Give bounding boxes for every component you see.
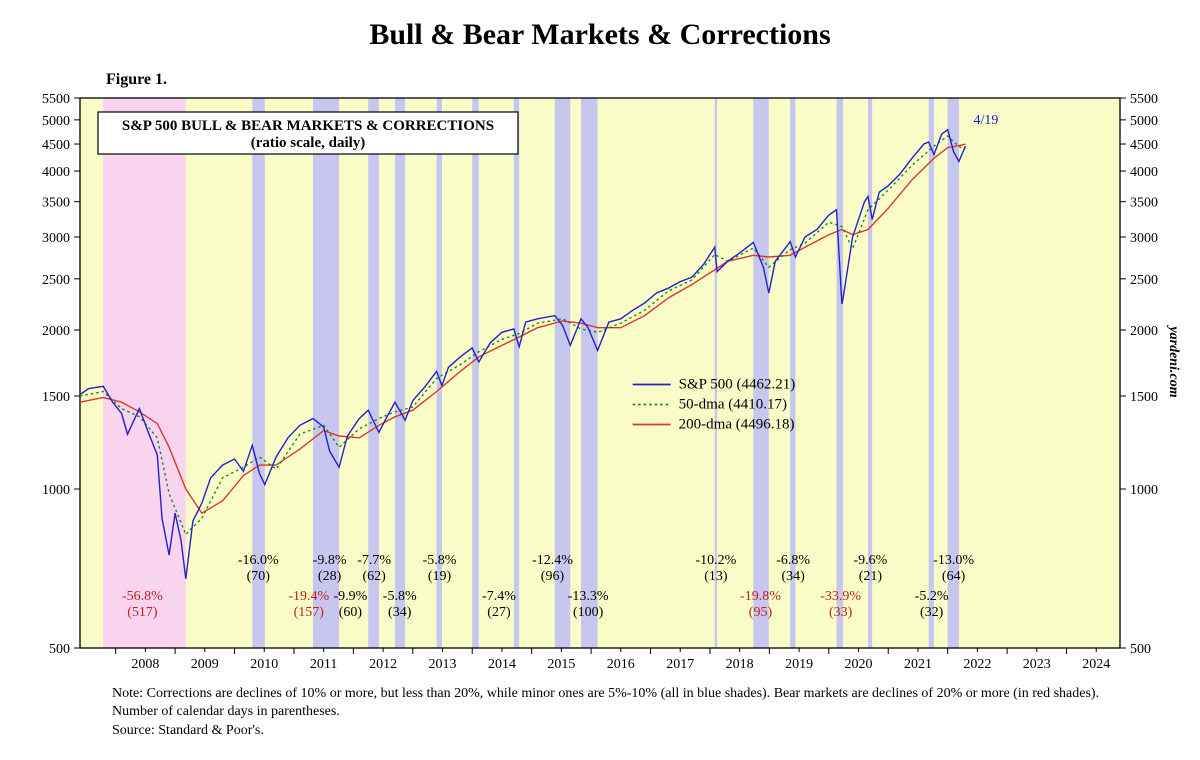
y-tick-label-right: 2500 xyxy=(1130,273,1158,288)
x-tick-label: 2017 xyxy=(666,657,694,672)
correction-annot-days: (21) xyxy=(859,569,883,584)
correction-annot-days: (70) xyxy=(247,569,271,584)
x-tick-label: 2013 xyxy=(429,657,457,672)
correction-band xyxy=(514,98,519,648)
x-tick-label: 2024 xyxy=(1082,657,1110,672)
x-tick-label: 2019 xyxy=(785,657,813,672)
page-title: Bull & Bear Markets & Corrections xyxy=(0,18,1200,52)
x-tick-label: 2012 xyxy=(369,657,397,672)
correction-annot-days: (13) xyxy=(704,569,728,584)
figure-label: Figure 1. xyxy=(106,71,167,89)
correction-annot-days: (64) xyxy=(942,569,966,584)
correction-annot-days: (60) xyxy=(339,605,363,620)
x-tick-label: 2016 xyxy=(607,657,635,672)
correction-annot-pct: -19.8% xyxy=(740,589,781,604)
correction-annot-pct: -33.9% xyxy=(820,589,861,604)
x-tick-label: 2020 xyxy=(845,657,873,672)
y-tick-label: 1000 xyxy=(42,483,70,498)
y-tick-label-right: 500 xyxy=(1130,642,1151,657)
y-tick-label-right: 4000 xyxy=(1130,165,1158,180)
correction-annot-days: (34) xyxy=(781,569,805,584)
correction-band xyxy=(753,98,768,648)
correction-annot-pct: -19.4% xyxy=(288,589,329,604)
correction-annot-pct: -56.8% xyxy=(122,589,163,604)
legend-label: 50-dma (4410.17) xyxy=(679,396,787,412)
correction-annot-days: (100) xyxy=(573,605,604,620)
x-tick-label: 2008 xyxy=(131,657,159,672)
chart-svg: 500 500 1000 1000 1500 1500 2000 2000 2500 2500 30… xyxy=(36,94,1180,678)
x-tick-label: 2009 xyxy=(191,657,219,672)
correction-annot-pct: -12.4% xyxy=(532,553,573,568)
bear-band xyxy=(103,98,186,648)
chart-container: 500 500 1000 1000 1500 1500 2000 2000 2500 2500 30… xyxy=(36,94,1180,678)
y-tick-label-right: 3500 xyxy=(1130,196,1158,211)
y-tick-label-right: 5500 xyxy=(1130,94,1158,107)
y-tick-label: 1500 xyxy=(42,390,70,405)
correction-annot-days: (19) xyxy=(428,569,452,584)
y-tick-label: 2000 xyxy=(42,324,70,339)
y-tick-label-right: 1000 xyxy=(1130,483,1158,498)
correction-annot-days: (96) xyxy=(541,569,565,584)
correction-annot-pct: -9.9% xyxy=(333,589,367,604)
page-root: Bull & Bear Markets & Corrections Figure… xyxy=(0,0,1200,760)
y-tick-label: 4500 xyxy=(42,138,70,153)
correction-annot-pct: -10.2% xyxy=(695,553,736,568)
correction-annot-days: (62) xyxy=(363,569,387,584)
correction-band xyxy=(472,98,479,648)
x-tick-label: 2021 xyxy=(904,657,932,672)
x-tick-label: 2022 xyxy=(963,657,991,672)
x-tick-label: 2015 xyxy=(547,657,575,672)
correction-annot-pct: -6.8% xyxy=(776,553,810,568)
correction-annot-pct: -5.8% xyxy=(383,589,417,604)
correction-annot-days: (32) xyxy=(920,605,944,620)
correction-annot-pct: -9.8% xyxy=(313,553,347,568)
y-tick-label: 5500 xyxy=(42,94,70,107)
x-tick-label: 2014 xyxy=(488,657,516,672)
chart-box-title: S&P 500 BULL & BEAR MARKETS & CORRECTION… xyxy=(122,118,494,134)
y-tick-label: 5000 xyxy=(42,114,70,129)
y-tick-label: 4000 xyxy=(42,165,70,180)
correction-annot-days: (27) xyxy=(487,605,511,620)
y-tick-label-right: 3000 xyxy=(1130,231,1158,246)
correction-annot-days: (34) xyxy=(388,605,412,620)
x-tick-label: 2018 xyxy=(726,657,754,672)
footnote-note: Note: Corrections are declines of 10% or… xyxy=(112,685,1122,720)
legend-label: 200-dma (4496.18) xyxy=(679,416,795,432)
correction-annot-days: (95) xyxy=(749,605,773,620)
y-tick-label: 500 xyxy=(49,642,70,657)
y-tick-label: 3500 xyxy=(42,196,70,211)
y-tick-label-right: 1500 xyxy=(1130,390,1158,405)
x-tick-label: 2010 xyxy=(250,657,278,672)
x-tick-label: 2011 xyxy=(310,657,337,672)
correction-band xyxy=(581,98,598,648)
y-tick-label-right: 4500 xyxy=(1130,138,1158,153)
y-tick-label-right: 2000 xyxy=(1130,324,1158,339)
correction-annot-pct: -7.4% xyxy=(482,589,516,604)
correction-band xyxy=(395,98,405,648)
legend-label: S&P 500 (4462.21) xyxy=(679,376,796,392)
y-tick-label: 2500 xyxy=(42,273,70,288)
correction-annot-days: (157) xyxy=(294,605,325,620)
correction-band xyxy=(837,98,844,648)
correction-annot-pct: -7.7% xyxy=(357,553,391,568)
y-tick-label: 3000 xyxy=(42,231,70,246)
y-tick-label-right: 5000 xyxy=(1130,114,1158,129)
correction-annot-days: (33) xyxy=(829,605,853,620)
footnote-source: Source: Standard & Poor's. xyxy=(112,722,1122,740)
chart-box-subtitle: (ratio scale, daily) xyxy=(251,135,366,151)
correction-annot-days: (517) xyxy=(127,605,158,620)
correction-annot-pct: -16.0% xyxy=(238,553,279,568)
brand-vertical: yardeni.com xyxy=(1166,324,1180,397)
correction-annot-days: (28) xyxy=(318,569,342,584)
correction-annot-pct: -13.3% xyxy=(568,589,609,604)
correction-annot-pct: -13.0% xyxy=(933,553,974,568)
x-tick-label: 2023 xyxy=(1023,657,1051,672)
correction-annot-pct: -5.8% xyxy=(423,553,457,568)
correction-annot-pct: -9.6% xyxy=(853,553,887,568)
correction-annot-pct: -5.2% xyxy=(915,589,949,604)
last-date-annot: 4/19 xyxy=(973,113,998,128)
